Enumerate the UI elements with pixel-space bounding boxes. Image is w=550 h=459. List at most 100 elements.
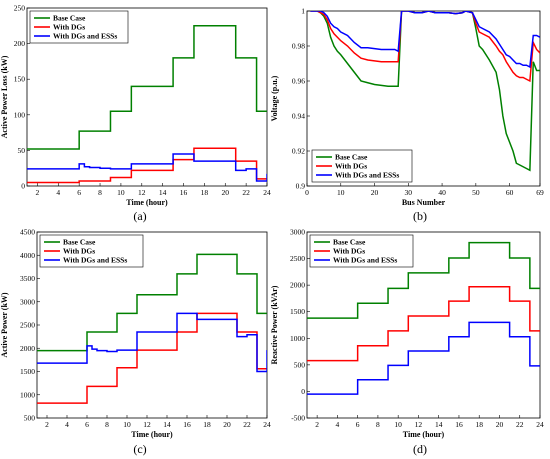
y-tick-label: 3000 (20, 297, 35, 306)
x-tick-label: 18 (203, 420, 211, 429)
x-tick-label: 16 (183, 420, 191, 429)
panel-caption: (d) (413, 442, 427, 456)
x-tick-label: 24 (536, 420, 544, 429)
x-tick-label: 10 (117, 188, 125, 197)
legend-label: With DGs (333, 247, 365, 256)
legend-label: With DGs (63, 247, 95, 256)
legend-label: With DGs (335, 162, 367, 171)
x-tick-label: 6 (85, 420, 89, 429)
x-tick-label: 10 (123, 420, 131, 429)
x-tick-label: 18 (201, 188, 209, 197)
x-tick-label: 6 (77, 188, 81, 197)
x-tick-label: 2 (45, 420, 49, 429)
x-tick-label: 2 (315, 420, 319, 429)
legend-label: Base Case (335, 153, 368, 162)
y-tick-label: 500 (24, 414, 36, 423)
y-axis-label: Active Power (kW) (0, 292, 9, 358)
y-tick-label: 2000 (20, 344, 35, 353)
x-tick-label: 8 (105, 420, 109, 429)
y-axis-label: Active Power Loss (kW) (0, 55, 9, 138)
legend-label: Base Case (63, 238, 96, 247)
x-tick-label: 22 (243, 420, 251, 429)
x-tick-label: 4 (56, 188, 60, 197)
x-tick-label: 2 (36, 188, 40, 197)
y-tick-label: 0.96 (292, 77, 305, 86)
series-line-1 (37, 253, 267, 352)
y-tick-label: 2500 (20, 321, 35, 330)
x-tick-label: 10 (337, 188, 345, 197)
legend-label: Base Case (53, 14, 86, 23)
x-tick-label: 12 (415, 420, 423, 429)
x-tick-label: 14 (163, 420, 171, 429)
y-tick-label: 3000 (290, 228, 305, 237)
x-tick-label: 50 (472, 188, 480, 197)
x-tick-label: 8 (98, 188, 102, 197)
x-tick-label: 22 (516, 420, 524, 429)
legend-label: With DGs (53, 23, 85, 32)
legend-label: With DGs and ESSs (333, 256, 397, 265)
x-tick-label: 30 (405, 188, 413, 197)
x-tick-label: 69 (536, 188, 544, 197)
x-tick-label: 4 (65, 420, 69, 429)
x-tick-label: 40 (438, 188, 446, 197)
x-axis-label: Time (hour) (403, 430, 445, 439)
x-axis-label: Time (hour) (126, 198, 168, 207)
y-tick-label: 2500 (290, 254, 305, 263)
series-line-1 (307, 241, 540, 319)
y-tick-label: 0.98 (292, 42, 305, 51)
x-tick-label: 8 (376, 420, 380, 429)
series-line-2 (37, 312, 267, 404)
y-tick-label: 0 (21, 182, 25, 191)
legend-label: With DGs and ESSs (335, 171, 399, 180)
x-tick-label: 4 (336, 420, 340, 429)
x-tick-label: 60 (506, 188, 514, 197)
y-tick-label: 50 (18, 146, 26, 155)
y-tick-label: 1 (301, 7, 305, 16)
x-tick-label: 24 (263, 420, 271, 429)
y-tick-label: 0.94 (292, 112, 305, 121)
x-tick-label: 14 (159, 188, 167, 197)
chart-a: 2 4 6 8 10 12 14 16 18 20 22 24050100150200250Time … (0, 4, 271, 224)
x-tick-label: 6 (356, 420, 360, 429)
x-tick-label: 16 (455, 420, 463, 429)
y-tick-label: 1000 (290, 334, 305, 343)
y-tick-label: 250 (14, 4, 26, 13)
chart-b: 0 10 20 30 40 50 60 69 0.9 0.92 0.94 0.96 0.98 1 Bus N… (270, 7, 544, 224)
panel-caption: (a) (133, 209, 146, 223)
x-tick-label: 20 (496, 420, 504, 429)
panel-caption: (c) (133, 442, 146, 456)
y-tick-label: 0.92 (292, 147, 305, 156)
legend-label: Base Case (333, 238, 366, 247)
y-tick-label: 200 (14, 39, 26, 48)
series-line-2 (27, 147, 267, 184)
y-tick-label: 100 (14, 110, 26, 119)
y-tick-label: 4000 (20, 251, 35, 260)
x-tick-label: 24 (263, 188, 271, 197)
legend-label: With DGs and ESSs (53, 32, 117, 41)
chart-d: 2 4 6 8 10 12 14 16 18 20 22 24-5000500100015002000… (270, 228, 544, 457)
x-tick-label: 0 (305, 188, 309, 197)
legend-label: With DGs and ESSs (63, 256, 127, 265)
x-tick-label: 22 (242, 188, 250, 197)
x-axis-label: Time (hour) (131, 430, 173, 439)
y-tick-label: 0.9 (296, 182, 306, 191)
y-tick-label: 4500 (20, 228, 35, 237)
y-tick-label: 0 (301, 387, 305, 396)
x-tick-label: 16 (180, 188, 188, 197)
y-tick-label: -500 (291, 414, 305, 423)
series-line-3 (37, 312, 267, 373)
x-tick-label: 10 (394, 420, 402, 429)
y-tick-label: 150 (14, 75, 26, 84)
x-tick-label: 20 (222, 188, 230, 197)
y-tick-label: 1500 (290, 307, 305, 316)
y-tick-label: 3500 (20, 274, 35, 283)
y-axis-label: Reactive Power (kVAr) (270, 285, 279, 364)
x-tick-label: 20 (371, 188, 379, 197)
series-line-3 (310, 11, 540, 69)
y-tick-label: 500 (294, 360, 306, 369)
x-tick-label: 14 (435, 420, 443, 429)
